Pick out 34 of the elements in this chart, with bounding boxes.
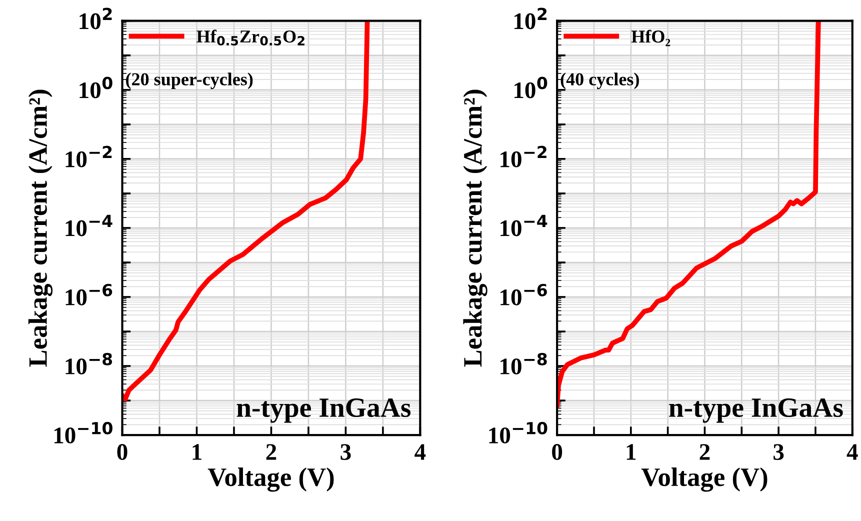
legend-label: HfO₂ xyxy=(631,30,670,46)
x-tick-label: 4 xyxy=(414,444,426,460)
y-tick-label: 10$^{−8}$ xyxy=(500,352,547,374)
annotation: (40 cycles) xyxy=(560,72,639,90)
x-tick-label: 2 xyxy=(266,444,276,460)
x-tick-label: 0 xyxy=(117,444,128,460)
y-tick-label: 10$^{−2}$ xyxy=(66,146,112,168)
x-tick-label: 3 xyxy=(340,444,351,460)
y-tick-label: 10$^{−8}$ xyxy=(66,352,112,374)
y-tick-label: 10$^{−10}$ xyxy=(54,422,112,444)
x-axis-title: Voltage (V) xyxy=(208,468,334,492)
y-axis-title: Leakage current (A/cm²) xyxy=(28,90,53,367)
x-tick-label: 1 xyxy=(626,444,636,460)
y-tick-label: 10$^{2}$ xyxy=(514,8,547,30)
x-tick-label: 3 xyxy=(774,444,784,460)
y-tick-label: 10$^{0}$ xyxy=(80,76,112,98)
y-tick-label: 10$^{−4}$ xyxy=(66,214,112,236)
y-tick-label: 10$^{−2}$ xyxy=(500,146,546,168)
y-tick-label: 10$^{−10}$ xyxy=(489,422,548,444)
annotation: (20 super-cycles) xyxy=(126,72,253,90)
x-tick-label: 1 xyxy=(192,444,202,460)
annotation: n-type InGaAs xyxy=(236,398,411,423)
y-tick-label: 10$^{2}$ xyxy=(80,8,112,30)
x-tick-label: 0 xyxy=(552,444,562,460)
x-axis-title: Voltage (V) xyxy=(641,468,768,492)
legend-label: Hf$_{0.5}$Zr$_{0.5}$O$_{2}$ xyxy=(196,30,304,46)
y-tick-label: 10$^{−6}$ xyxy=(500,284,547,306)
y-axis-title: Leakage current (A/cm²) xyxy=(463,90,488,367)
y-tick-label: 10$^{0}$ xyxy=(514,76,548,98)
y-tick-label: 10$^{−6}$ xyxy=(66,284,112,306)
x-tick-label: 4 xyxy=(846,444,858,460)
x-tick-label: 2 xyxy=(700,444,710,460)
annotation: n-type InGaAs xyxy=(669,398,843,423)
y-tick-label: 10$^{−4}$ xyxy=(500,214,548,236)
